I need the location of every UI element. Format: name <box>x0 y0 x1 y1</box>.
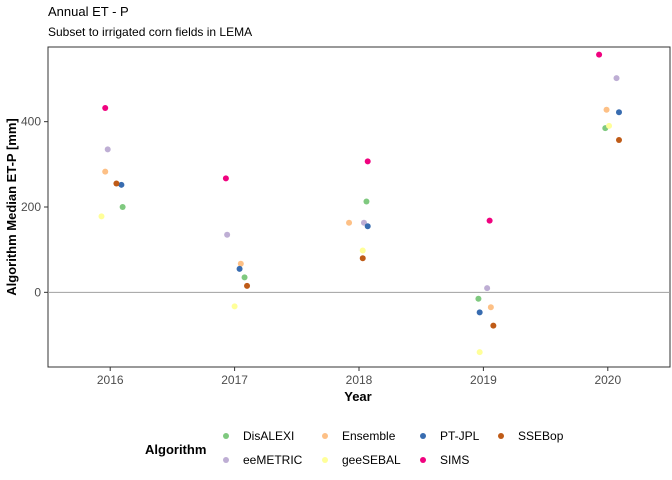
point-ssebop <box>113 180 120 187</box>
y-tick-label: 400 <box>21 115 41 129</box>
point-geesebal <box>359 247 366 254</box>
chart-subtitle: Subset to irrigated corn fields in LEMA <box>48 25 252 39</box>
legend-label: Ensemble <box>342 429 396 443</box>
point-pt-jpl <box>615 109 622 116</box>
x-tick-label: 2018 <box>346 373 373 387</box>
point-ensemble <box>346 219 353 226</box>
point-ssebop <box>359 255 366 262</box>
point-eemetric <box>104 146 111 153</box>
point-eemetric <box>484 285 491 292</box>
point-disalexi <box>475 295 482 302</box>
point-pt-jpl <box>364 223 371 230</box>
point-sims <box>364 158 371 165</box>
point-sims <box>486 217 493 224</box>
point-sims <box>222 175 229 182</box>
legend-title: Algorithm <box>145 442 206 457</box>
point-ssebop <box>615 137 622 144</box>
point-disalexi <box>119 204 126 210</box>
legend: Algorithm DisALEXI eeMETRIC Ensemble geeSEB… <box>145 429 564 467</box>
x-tick-label: 2019 <box>470 373 497 387</box>
point-ensemble <box>603 106 610 113</box>
x-tick-label: 2020 <box>594 373 621 387</box>
plot-panel <box>47 46 671 368</box>
point-disalexi <box>241 274 248 281</box>
legend-key <box>223 457 229 463</box>
point-eemetric <box>613 75 620 82</box>
legend-key <box>322 457 328 463</box>
legend-label: geeSEBAL <box>342 453 401 467</box>
point-ensemble <box>487 304 494 311</box>
point-pt-jpl <box>236 265 243 272</box>
point-ensemble <box>237 260 244 267</box>
chart-title: Annual ET - P <box>48 4 129 19</box>
x-axis-title: Year <box>344 389 371 404</box>
point-geesebal <box>98 213 105 220</box>
point-ensemble <box>102 168 109 175</box>
y-axis-title: Algorithm Median ET-P [mm] <box>4 118 19 295</box>
point-disalexi <box>363 198 370 205</box>
legend-key <box>322 433 328 439</box>
legend-label: SIMS <box>440 453 469 467</box>
point-geesebal <box>606 122 613 129</box>
point-ssebop <box>490 322 497 329</box>
legend-label: DisALEXI <box>243 429 294 443</box>
legend-key <box>420 433 426 439</box>
legend-key <box>223 433 229 439</box>
point-pt-jpl <box>476 309 483 316</box>
legend-key <box>420 457 426 463</box>
point-geesebal <box>476 349 483 356</box>
x-tick-label: 2016 <box>97 373 124 387</box>
point-eemetric <box>224 231 231 238</box>
legend-key <box>498 433 504 439</box>
legend-label: PT-JPL <box>440 429 480 443</box>
point-sims <box>596 51 603 58</box>
y-tick-label: 0 <box>34 285 41 299</box>
legend-label: SSEBop <box>518 429 564 443</box>
legend-label: eeMETRIC <box>243 453 303 467</box>
x-tick-label: 2017 <box>221 373 248 387</box>
point-pt-jpl <box>118 181 125 188</box>
point-sims <box>102 105 109 112</box>
point-ssebop <box>244 282 251 289</box>
point-geesebal <box>231 303 238 310</box>
y-tick-label: 200 <box>21 200 41 214</box>
